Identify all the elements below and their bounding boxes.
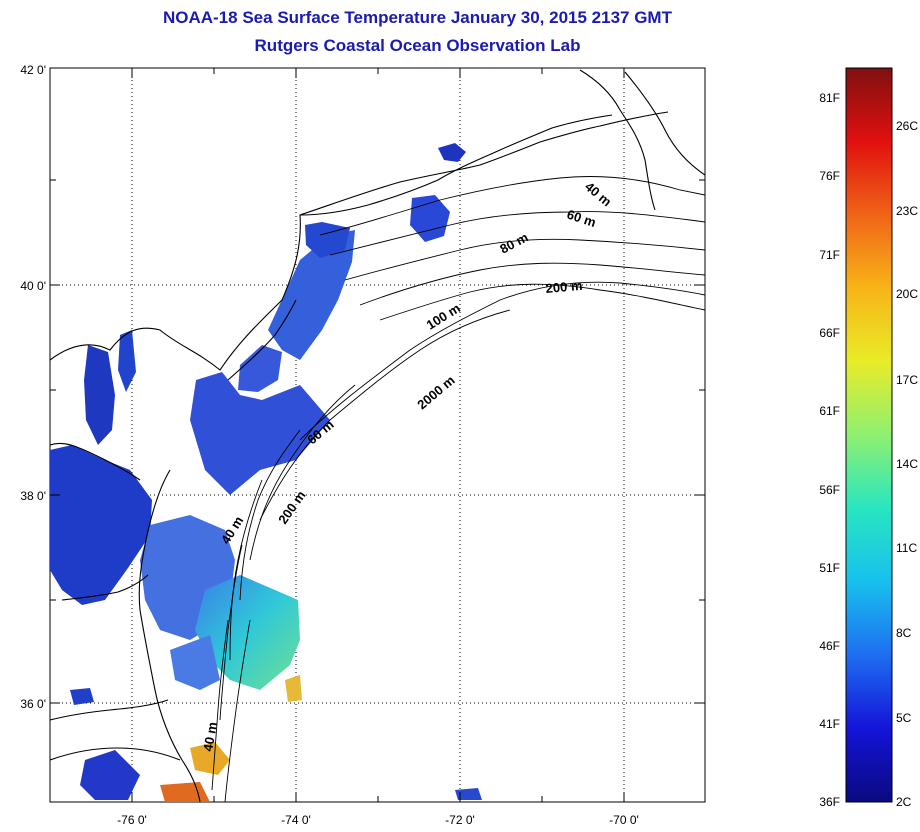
axis-ticks	[50, 68, 705, 802]
coastline	[50, 69, 705, 802]
contour-label: 40 m	[200, 721, 220, 753]
longitude-labels: -76 0' -74 0' -72 0' -70 0'	[117, 813, 639, 827]
colorbar-f-label: 61F	[819, 404, 840, 418]
colorbar-c-label: 17C	[896, 373, 918, 387]
map-subtitle: Rutgers Coastal Ocean Observation Lab	[254, 36, 581, 55]
colorbar-c-label: 26C	[896, 119, 918, 133]
sst-data	[50, 143, 482, 802]
lon-label: -72 0'	[445, 813, 475, 827]
colorbar-f-label: 41F	[819, 717, 840, 731]
contour-label: 200 m	[545, 278, 583, 296]
colorbar-f-label: 71F	[819, 248, 840, 262]
colorbar-f-label: 66F	[819, 326, 840, 340]
lat-label: 40 0'	[20, 279, 46, 293]
colorbar-celsius-labels: 26C 23C 20C 17C 14C 11C 8C 5C 2C	[896, 119, 918, 809]
colorbar-c-label: 2C	[896, 795, 912, 809]
colorbar-c-label: 5C	[896, 711, 912, 725]
lat-label: 38 0'	[20, 489, 46, 503]
colorbar-f-label: 51F	[819, 561, 840, 575]
colorbar-c-label: 20C	[896, 287, 918, 301]
lon-label: -74 0'	[281, 813, 311, 827]
colorbar-c-label: 8C	[896, 626, 912, 640]
lat-label: 36 0'	[20, 697, 46, 711]
lon-label: -76 0'	[117, 813, 147, 827]
colorbar-f-label: 56F	[819, 483, 840, 497]
bathymetry-contours	[211, 176, 705, 802]
colorbar-f-label: 46F	[819, 639, 840, 653]
map-frame	[49, 67, 706, 803]
color-bar	[845, 67, 893, 803]
colorbar-f-label: 76F	[819, 169, 840, 183]
colorbar-c-label: 11C	[896, 541, 917, 555]
latitude-labels: 42 0' 40 0' 38 0' 36 0'	[20, 63, 46, 711]
colorbar-fahrenheit-labels: 81F 76F 71F 66F 61F 56F 51F 46F 41F 36F	[819, 91, 840, 809]
colorbar-f-label: 36F	[819, 795, 840, 809]
colorbar-f-label: 81F	[819, 91, 840, 105]
lon-label: -70 0'	[609, 813, 639, 827]
colorbar-c-label: 23C	[896, 204, 918, 218]
lat-label: 42 0'	[20, 63, 46, 77]
map-title: NOAA-18 Sea Surface Temperature January …	[163, 8, 672, 27]
colorbar-c-label: 14C	[896, 457, 918, 471]
